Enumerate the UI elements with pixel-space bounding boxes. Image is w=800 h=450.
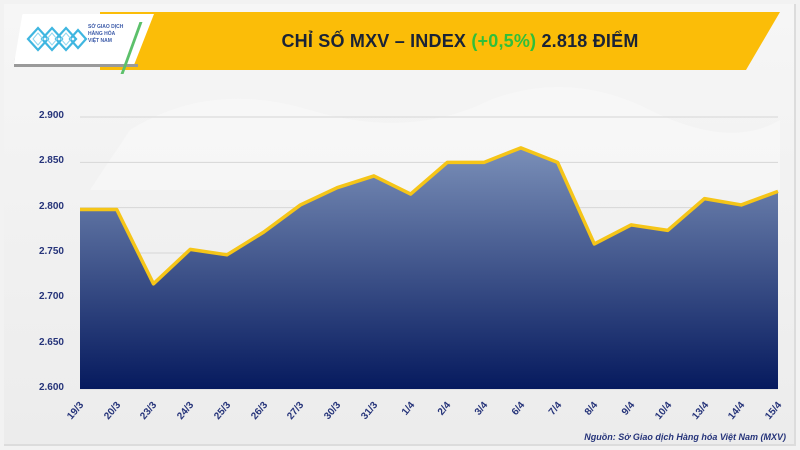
chart-title: CHỈ SỐ MXV – INDEX (+0,5%) 2.818 ĐIỂM — [160, 12, 760, 70]
title-banner — [100, 12, 780, 70]
title-suffix: 2.818 ĐIỂM — [541, 31, 639, 51]
mxv-logo-icon — [26, 26, 88, 52]
y-tick-label: 2.800 — [38, 200, 64, 212]
logo-line-2: HÀNG HÓA — [88, 31, 116, 37]
title-prefix: CHỈ SỐ MXV – INDEX — [281, 31, 467, 51]
logo-shadow — [14, 64, 138, 67]
logo-line-1: SỞ GIAO DỊCH — [88, 24, 124, 30]
y-tick-label: 2.700 — [38, 291, 64, 303]
title-change: (+0,5%) — [471, 31, 537, 51]
y-tick-label: 2.600 — [38, 382, 64, 393]
index-line — [80, 146, 779, 286]
y-tick-label: 2.750 — [38, 246, 64, 257]
logo-line-3: VIỆT NAM — [88, 38, 112, 44]
logo — [14, 14, 154, 64]
logo-text: SỞ GIAO DỊCH HÀNG HÓA VIỆT NAM — [88, 24, 123, 45]
area-fill — [80, 147, 778, 389]
world-map-watermark — [90, 87, 780, 190]
y-tick-label: 2.900 — [38, 110, 64, 121]
source-note: Nguồn: Sở Giao dịch Hàng hóa Việt Nam (M… — [584, 432, 786, 442]
y-tick-label: 2.650 — [38, 336, 64, 348]
y-tick-label: 2.850 — [38, 155, 64, 167]
